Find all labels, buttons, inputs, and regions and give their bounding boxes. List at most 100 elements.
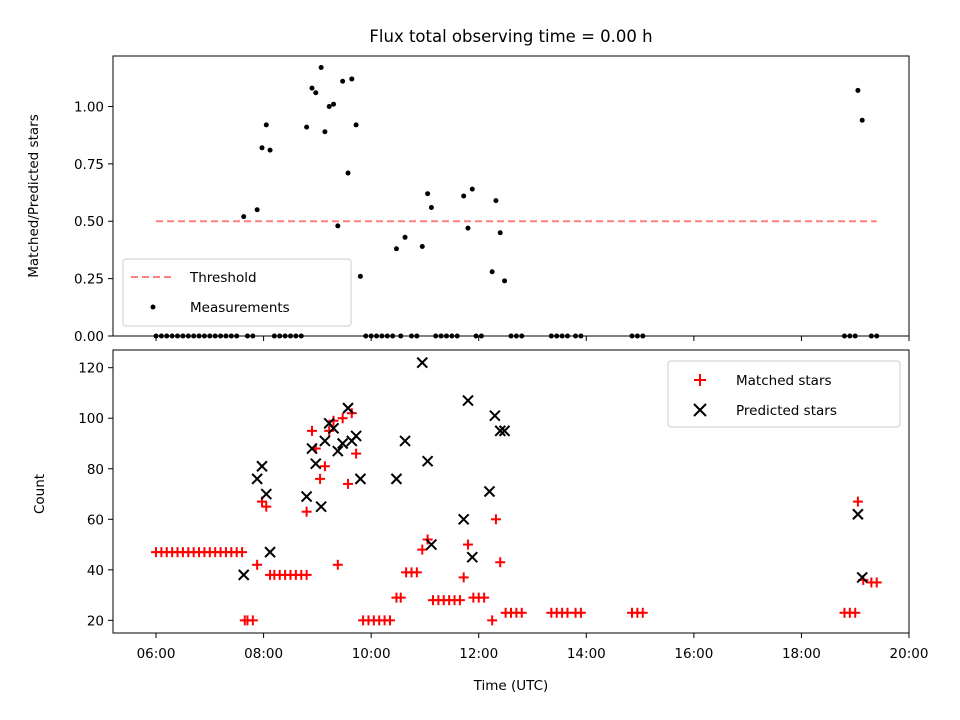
predicted-star-point bbox=[856, 571, 868, 584]
predicted-star-point bbox=[390, 473, 403, 485]
bottom-y-axis-label: Count bbox=[32, 474, 48, 514]
measurement-point bbox=[469, 186, 475, 192]
matched-star-point bbox=[324, 425, 335, 436]
measurement-point bbox=[331, 101, 337, 107]
predicted-star-point bbox=[332, 445, 344, 457]
matched-star-point bbox=[315, 473, 326, 484]
matched-star-point bbox=[495, 557, 506, 568]
x-axis-label: Time (UTC) bbox=[473, 678, 549, 694]
predicted-star-point bbox=[466, 551, 478, 563]
legend-predicted-swatch bbox=[693, 403, 707, 417]
bottom-x-tick-label: 12:00 bbox=[459, 646, 498, 662]
matched-star-point bbox=[301, 569, 312, 580]
matched-star-point bbox=[516, 607, 527, 618]
measurement-point bbox=[357, 273, 363, 279]
measurement-point bbox=[304, 124, 310, 130]
matched-star-point bbox=[261, 501, 272, 512]
measurement-point bbox=[855, 87, 861, 93]
matched-star-point bbox=[852, 496, 863, 507]
bottom-x-tick-label: 16:00 bbox=[674, 646, 713, 662]
bottom-x-tick-label: 18:00 bbox=[782, 646, 821, 662]
top-panel: Flux total observing time = 0.00 h Match… bbox=[26, 27, 910, 345]
bottom-x-tick-label: 20:00 bbox=[890, 646, 929, 662]
measurement-point bbox=[465, 225, 471, 231]
top-legend: Threshold Measurements bbox=[122, 258, 352, 327]
bottom-y-tick-label: 20 bbox=[87, 613, 104, 629]
predicted-star-point bbox=[327, 422, 340, 435]
bottom-x-tick-label: 06:00 bbox=[137, 646, 176, 662]
matched-star-point bbox=[252, 559, 263, 570]
predicted-star-point bbox=[237, 569, 250, 581]
measurement-point bbox=[322, 129, 328, 135]
measurement-point bbox=[502, 278, 508, 284]
chart-title: Flux total observing time = 0.00 h bbox=[369, 27, 652, 46]
predicted-star-point bbox=[306, 442, 318, 455]
legend-matched-swatch bbox=[694, 374, 706, 386]
predicted-star-point bbox=[399, 435, 411, 447]
predicted-star-point bbox=[421, 455, 434, 467]
matched-star-point bbox=[337, 413, 348, 424]
matched-star-point bbox=[247, 615, 258, 626]
predicted-star-point bbox=[264, 546, 276, 558]
matched-star-point bbox=[462, 539, 473, 550]
matched-star-point bbox=[307, 425, 317, 436]
predicted-star-point bbox=[251, 473, 263, 485]
bottom-x-tick-label: 08:00 bbox=[244, 646, 283, 662]
matched-star-point bbox=[479, 592, 490, 603]
matched-star-point bbox=[301, 506, 312, 517]
matched-star-point bbox=[458, 572, 469, 583]
bottom-plot-frame bbox=[112, 349, 910, 634]
measurement-point bbox=[318, 64, 324, 70]
predicted-star-point bbox=[354, 473, 367, 485]
measurement-point bbox=[402, 234, 408, 240]
matched-star-point bbox=[395, 592, 406, 603]
matched-star-point bbox=[575, 607, 586, 618]
top-legend-box bbox=[122, 258, 352, 327]
predicted-star-point bbox=[342, 402, 354, 414]
predicted-star-point bbox=[462, 394, 474, 407]
measurement-point bbox=[263, 122, 269, 128]
legend-measurements-swatch bbox=[150, 304, 156, 310]
measurement-point bbox=[349, 76, 355, 82]
predicted-star-point bbox=[256, 460, 268, 472]
matched-star-point bbox=[343, 478, 354, 489]
predicted-star-point bbox=[425, 538, 438, 551]
predicted-star-point bbox=[483, 485, 496, 498]
predicted-star-point bbox=[457, 513, 470, 526]
bottom-x-tick-label: 14:00 bbox=[567, 646, 606, 662]
predicted-star-point bbox=[315, 500, 327, 513]
matched-star-point bbox=[328, 415, 339, 426]
measurement-point bbox=[241, 214, 247, 220]
bottom-panel: Count Time (UTC) 20 40 60 80 100 120 06:00 08:0… bbox=[32, 349, 929, 694]
bottom-legend-box bbox=[667, 360, 901, 428]
measurement-point bbox=[419, 243, 425, 249]
measurement-point bbox=[393, 246, 399, 252]
matched-star-point bbox=[487, 615, 498, 626]
measurement-point bbox=[493, 198, 499, 204]
top-y-tick-label: 0.50 bbox=[74, 214, 104, 230]
bottom-y-tick-label: 100 bbox=[78, 411, 104, 427]
top-plot-frame bbox=[112, 55, 910, 337]
matched-star-point bbox=[490, 514, 501, 525]
measurement-point bbox=[267, 147, 273, 153]
top-y-tick-label: 0.00 bbox=[74, 329, 104, 345]
measurement-point bbox=[428, 204, 434, 210]
predicted-star-point bbox=[350, 430, 362, 442]
matched-star-point bbox=[319, 461, 330, 472]
matched-star-point bbox=[411, 567, 422, 578]
top-y-axis-label: Matched/Predicted stars bbox=[26, 114, 42, 277]
matched-star-point bbox=[332, 559, 343, 570]
measurement-point bbox=[461, 193, 467, 199]
measurement-point bbox=[425, 191, 431, 197]
measurement-point bbox=[313, 90, 319, 96]
matched-star-point bbox=[384, 615, 395, 626]
matched-star-point bbox=[351, 448, 362, 459]
matched-star-point bbox=[871, 577, 882, 588]
measurement-point bbox=[259, 145, 265, 151]
legend-measurements-label: Measurements bbox=[190, 300, 290, 316]
measurement-point bbox=[340, 78, 346, 84]
measurement-point bbox=[497, 230, 503, 236]
top-y-tick-label: 1.00 bbox=[74, 99, 104, 115]
predicted-star-point bbox=[300, 490, 313, 503]
predicted-star-point bbox=[498, 425, 511, 437]
